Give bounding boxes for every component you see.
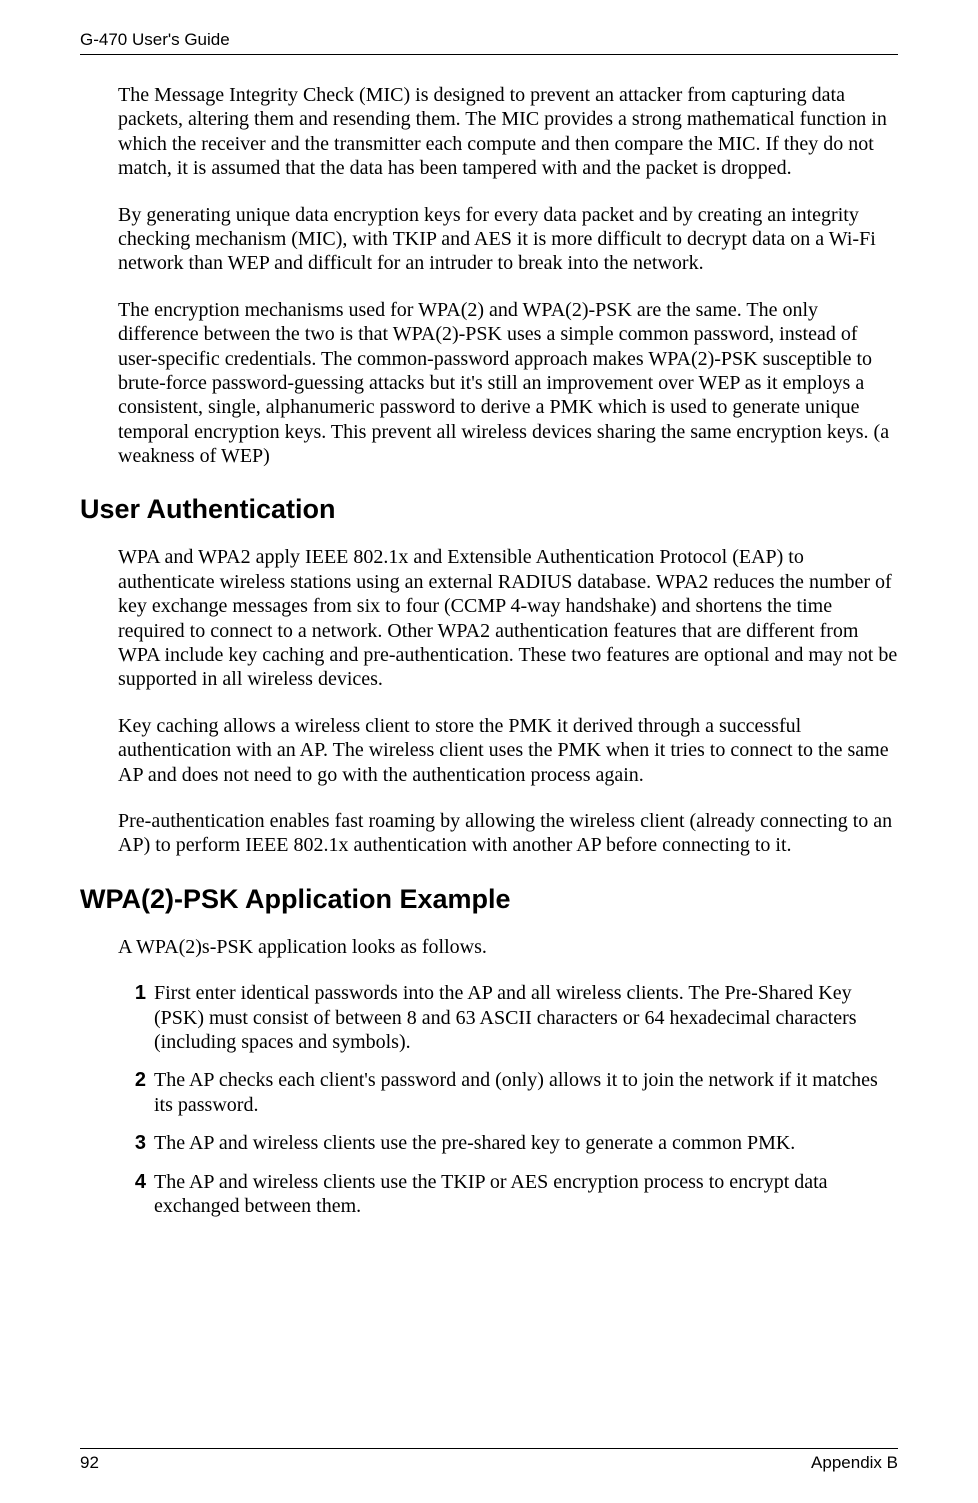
paragraph-tkip: By generating unique data encryption key… xyxy=(118,203,898,276)
step-number: 1 xyxy=(118,981,154,1054)
paragraph-wpa-psk-diff: The encryption mechanisms used for WPA(2… xyxy=(118,298,898,469)
page: G-470 User's Guide The Message Integrity… xyxy=(0,0,978,1503)
step-text: The AP and wireless clients use the pre-… xyxy=(154,1131,898,1155)
step-text: First enter identical passwords into the… xyxy=(154,981,898,1054)
heading-user-authentication: User Authentication xyxy=(80,494,898,525)
heading-wpa2-psk-example: WPA(2)-PSK Application Example xyxy=(80,884,898,915)
paragraph-mic: The Message Integrity Check (MIC) is des… xyxy=(118,83,898,181)
paragraph-wpa-intro: A WPA(2)s-PSK application looks as follo… xyxy=(118,935,898,959)
header-title: G-470 User's Guide xyxy=(80,30,230,49)
step-number: 4 xyxy=(118,1170,154,1219)
page-header: G-470 User's Guide xyxy=(80,30,898,55)
footer-appendix: Appendix B xyxy=(811,1453,898,1473)
paragraph-userauth-3: Pre-authentication enables fast roaming … xyxy=(118,809,898,858)
step-number: 2 xyxy=(118,1068,154,1117)
footer-page-number: 92 xyxy=(80,1453,99,1473)
step-item: 1 First enter identical passwords into t… xyxy=(118,981,898,1054)
step-item: 4 The AP and wireless clients use the TK… xyxy=(118,1170,898,1219)
steps-list: 1 First enter identical passwords into t… xyxy=(118,981,898,1218)
paragraph-userauth-2: Key caching allows a wireless client to … xyxy=(118,714,898,787)
step-item: 3 The AP and wireless clients use the pr… xyxy=(118,1131,898,1155)
step-text: The AP checks each client's password and… xyxy=(154,1068,898,1117)
page-footer: 92 Appendix B xyxy=(80,1448,898,1473)
step-text: The AP and wireless clients use the TKIP… xyxy=(154,1170,898,1219)
step-item: 2 The AP checks each client's password a… xyxy=(118,1068,898,1117)
paragraph-userauth-1: WPA and WPA2 apply IEEE 802.1x and Exten… xyxy=(118,545,898,691)
step-number: 3 xyxy=(118,1131,154,1155)
